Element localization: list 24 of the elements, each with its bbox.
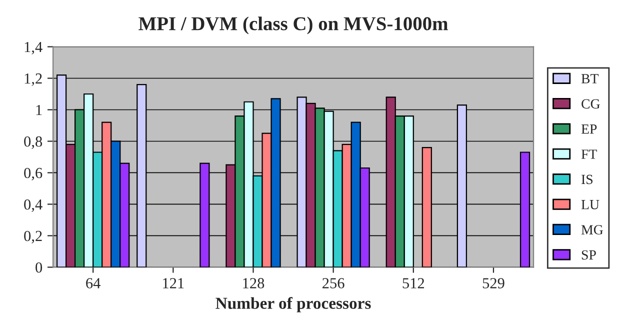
x-tick-label: 121 xyxy=(163,278,184,288)
x-tick-label: 512 xyxy=(402,278,424,288)
legend-label: EP xyxy=(581,124,597,134)
y-tick-label: 0,2 xyxy=(24,230,42,244)
legend-label: FT xyxy=(581,150,597,159)
y-tick-label: 0,4 xyxy=(24,199,42,212)
legend-label: BT xyxy=(581,74,599,84)
legend-label: SP xyxy=(582,250,596,260)
x-tick-label: 128 xyxy=(243,278,264,288)
y-tick-label: 1,2 xyxy=(24,73,42,86)
y-tick-label: 0,8 xyxy=(24,136,42,149)
y-tick-label: 0,6 xyxy=(24,168,42,180)
y-tick-label: 0 xyxy=(36,262,42,273)
y-tick-label: 1,4 xyxy=(24,42,42,54)
y-tick-label: 1 xyxy=(36,104,42,116)
legend-label: CG xyxy=(582,99,600,109)
x-axis-title: Number of processors xyxy=(216,297,371,312)
legend-label: IS xyxy=(582,174,592,184)
chart-title: MPI / DVM (class C) on MVS-1000m xyxy=(138,16,448,34)
legend-label: LU xyxy=(581,200,600,210)
x-tick-label: 64 xyxy=(86,278,100,288)
legend-label: MG xyxy=(581,225,603,234)
x-tick-label: 529 xyxy=(482,278,504,288)
x-tick-label: 256 xyxy=(322,278,344,288)
